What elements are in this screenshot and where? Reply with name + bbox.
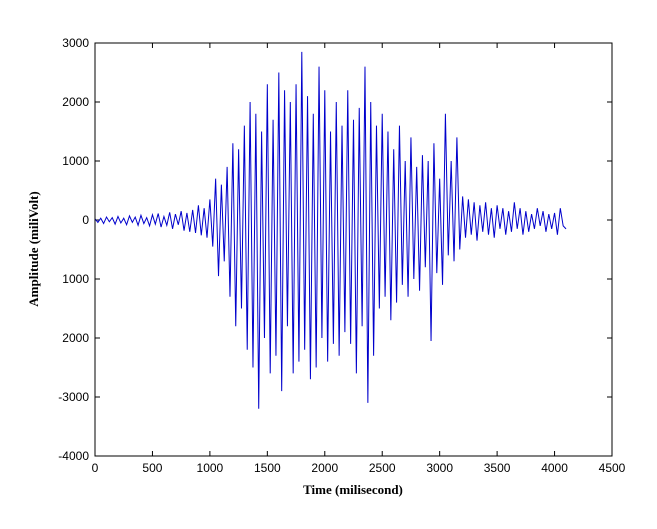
x-tick-label: 2000 [311,461,338,475]
y-tick-label: -4000 [58,449,89,463]
x-tick-label: 3500 [484,461,511,475]
plot-frame [94,42,613,457]
y-tick-label: 3000 [62,36,89,50]
y-axis-label: Amplitude (miliVolt) [26,191,41,306]
x-tick-label: 4500 [599,461,626,475]
y-tick-label: 1000 [62,272,89,286]
signal-line [94,51,567,409]
x-tick-label: 3000 [426,461,453,475]
x-tick-label: 1500 [254,461,281,475]
y-tick-label: -3000 [58,390,89,404]
x-tick-label: 2500 [369,461,396,475]
x-axis-label: Time (milisecond) [303,482,403,497]
y-tick-label: 1000 [62,154,89,168]
x-tick-label: 1000 [197,461,224,475]
x-tick-label: 500 [142,461,162,475]
x-tick-label: 4000 [541,461,568,475]
y-tick-label: 2000 [62,331,89,345]
x-tick-label: 0 [92,461,99,475]
y-tick-label: 0 [82,213,89,227]
y-tick-label: 2000 [62,95,89,109]
